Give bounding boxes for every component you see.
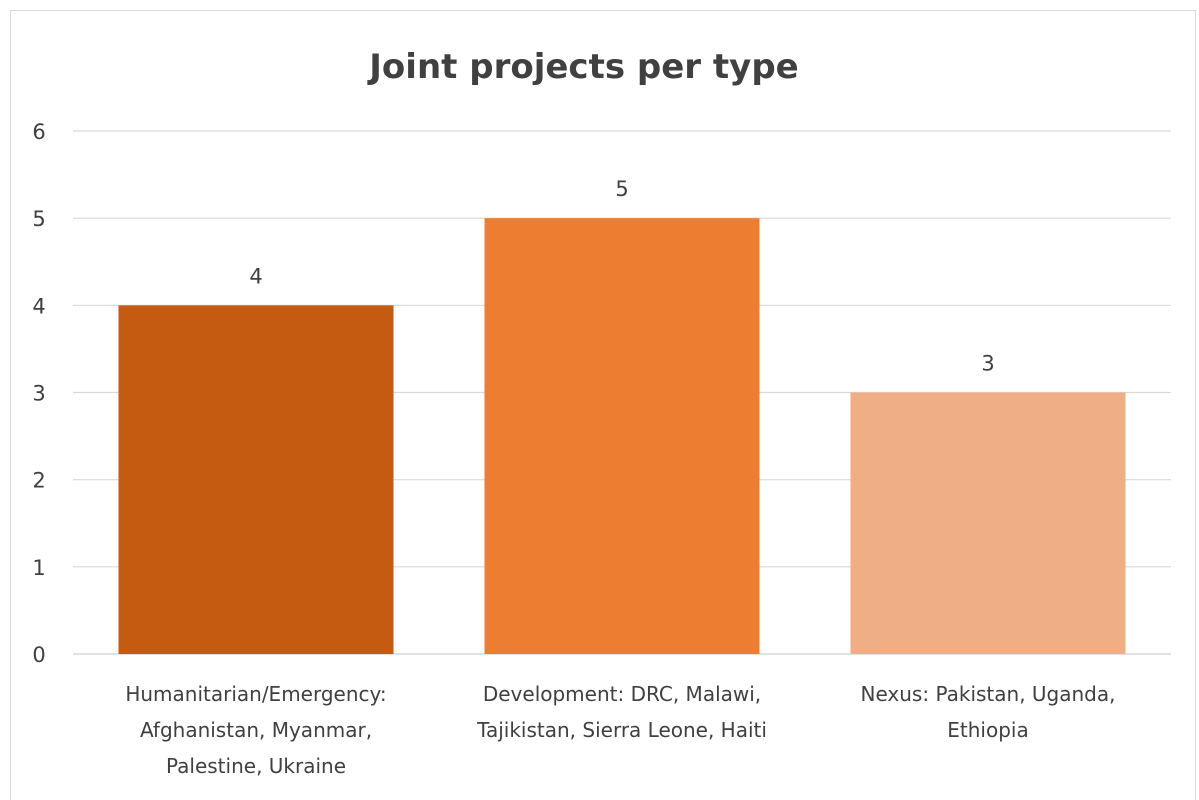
category-label-line: Ethiopia [947, 718, 1028, 742]
y-axis-tick-labels: 0 1 2 3 4 5 6 [32, 120, 45, 667]
category-label-line: Palestine, Ukraine [166, 754, 346, 778]
category-label-line: Humanitarian/Emergency: [125, 682, 386, 706]
category-labels: Humanitarian/Emergency: Afghanistan, Myan… [125, 682, 1115, 778]
data-label-3: 3 [981, 352, 994, 376]
category-label-3: Nexus: Pakistan, Uganda, Ethiopia [861, 682, 1116, 742]
data-labels: 4 5 3 [249, 177, 994, 375]
category-label-2: Development: DRC, Malawi, Tajikistan, Sie… [476, 682, 767, 742]
y-tick-label: 5 [32, 207, 45, 231]
y-tick-label: 6 [32, 120, 45, 144]
y-tick-label: 3 [32, 382, 45, 406]
chart-title: Joint projects per type [367, 47, 798, 87]
data-label-1: 4 [249, 264, 262, 288]
category-label-line: Nexus: Pakistan, Uganda, [861, 682, 1116, 706]
y-tick-label: 4 [32, 294, 45, 318]
chart-frame: Joint projects per type 0 1 2 3 4 5 6 4 5 3 Huma… [10, 10, 1196, 800]
category-label-line: Afghanistan, Myanmar, [140, 718, 372, 742]
bar-2 [484, 218, 760, 654]
category-label-line: Tajikistan, Sierra Leone, Haiti [476, 718, 767, 742]
bar-chart: Joint projects per type 0 1 2 3 4 5 6 4 5 3 Huma… [32, 47, 1171, 778]
bars [118, 218, 1126, 654]
bar-1 [118, 305, 394, 654]
bar-3 [850, 392, 1126, 654]
y-tick-label: 1 [32, 556, 45, 580]
y-tick-label: 0 [32, 643, 45, 667]
y-tick-label: 2 [32, 469, 45, 493]
category-label-line: Development: DRC, Malawi, [483, 682, 761, 706]
data-label-2: 5 [615, 177, 628, 201]
category-label-1: Humanitarian/Emergency: Afghanistan, Myan… [125, 682, 386, 778]
